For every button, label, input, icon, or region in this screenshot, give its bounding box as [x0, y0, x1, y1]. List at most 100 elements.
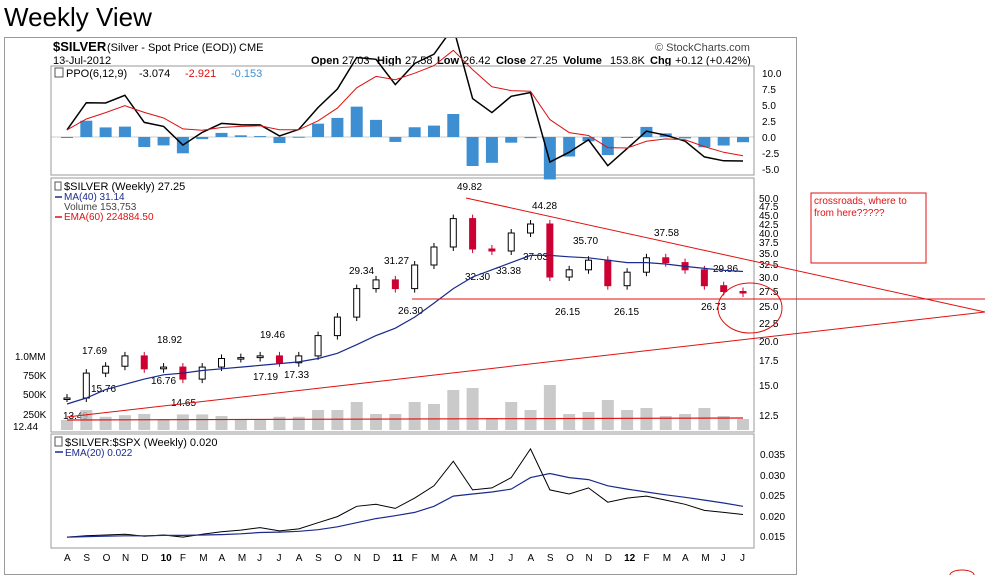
price-legend: $SILVER (Weekly) 27.25 MA(40) 31.14 Volu… [54, 181, 185, 223]
price-tick: 22.5 [759, 319, 779, 330]
x-tick-label: N [585, 553, 592, 564]
volume-bar [99, 416, 112, 430]
volume-bar [61, 420, 73, 430]
ppo-histogram-bar [427, 125, 440, 137]
x-tick-label: S [315, 553, 322, 564]
volume-bar [737, 419, 749, 430]
close-label: Close [496, 55, 526, 67]
price-tick: 25.0 [759, 302, 779, 313]
open-label: Open [311, 55, 339, 67]
volume-tick: 500K [23, 390, 47, 401]
price-marks [61, 214, 749, 430]
ppo-label: PPO(6,12,9) [66, 68, 127, 80]
chg-label: Chg [650, 55, 671, 67]
ppo-y-axis: 10.0 7.5 5.0 2.5 0.0 -2.5 -5.0 [762, 69, 782, 176]
ppo-histogram-bar [234, 135, 247, 137]
candle-body [198, 366, 206, 380]
x-tick-label: N [354, 553, 361, 564]
volume-bar [679, 414, 692, 430]
candle-body [391, 279, 399, 290]
price-label: 44.28 [532, 201, 557, 212]
price-label: 33.38 [496, 266, 521, 277]
volume-bar [466, 388, 479, 430]
x-tick-label: J [489, 553, 494, 564]
open-value: 27.03 [342, 55, 370, 67]
ppo-value-2: -2.921 [185, 68, 216, 80]
candle-body [430, 246, 438, 266]
ratio-tick: 0.015 [760, 532, 785, 543]
volume-tick: 750K [23, 371, 47, 382]
ppo-line [66, 25, 744, 167]
candle-body [469, 218, 477, 250]
price-label: 26.15 [555, 307, 580, 318]
annotation-box [810, 192, 927, 264]
ppo-histogram-bar [350, 106, 363, 137]
ema-volume-line [66, 417, 744, 421]
price-tick: 37.5 [759, 238, 779, 249]
volume-bar [292, 416, 305, 430]
ppo-histogram-bar [157, 137, 170, 146]
ppo-histogram-bar [80, 120, 93, 137]
volume-legend-text: Volume 153,753 [64, 202, 137, 213]
ppo-legend-swatch [54, 67, 64, 78]
volume-bar [582, 412, 595, 430]
candle-body [700, 269, 708, 287]
x-tick-label: M [238, 553, 246, 564]
x-tick-label: J [257, 553, 262, 564]
x-tick-label: M [663, 553, 671, 564]
x-tick-label: S [83, 553, 90, 564]
ppo-histogram-bar [273, 137, 286, 144]
x-tick-label: A [64, 553, 71, 564]
ppo-histogram-bar [254, 136, 267, 138]
ppo-histogram-bar [389, 137, 402, 142]
candle-body [488, 248, 496, 252]
candle-body [160, 366, 168, 370]
ppo-histogram-bar [737, 137, 749, 143]
price-label: 18.92 [157, 335, 182, 346]
ppo-histogram-bar [99, 127, 112, 137]
ppo-histogram-bar [563, 137, 576, 157]
ppo-histogram-bar [524, 137, 537, 139]
ratio-legend-symbol: $SILVER:$SPX (Weekly) 0.020 [65, 437, 217, 449]
price-label: 37.58 [654, 228, 679, 239]
x-tick-label: M [470, 553, 478, 564]
annotation-note-wrapper: crossroads, where to from here????? [814, 196, 907, 219]
ppo-histogram-bar [331, 117, 344, 137]
ema-legend-text: EMA(60) 224884.50 [64, 212, 154, 223]
candle-body [604, 259, 612, 287]
x-tick-label: A [528, 553, 535, 564]
price-label: 12.44 [13, 422, 38, 433]
ppo-panel [50, 65, 755, 176]
volume-bar [524, 410, 537, 430]
price-label: 49.82 [457, 182, 482, 193]
x-tick-label: F [643, 553, 649, 564]
price-label: 17.33 [284, 370, 309, 381]
x-tick-label: O [566, 553, 574, 564]
volume-bar [485, 418, 498, 430]
ppo-value-3: -0.153 [231, 68, 262, 80]
ratio-y-axis: 0.035 0.030 0.025 0.020 0.015 [760, 450, 785, 543]
volume-tick: 250K [23, 410, 47, 421]
x-tick-label: A [219, 553, 226, 564]
candle-body [218, 357, 226, 368]
candle-body [642, 257, 650, 273]
volume-bar [331, 410, 344, 430]
ppo-histogram-bar [138, 137, 151, 148]
ppo-histogram-bar [312, 123, 325, 137]
volume-bar [698, 408, 711, 430]
ppo-histogram-bar [292, 136, 305, 138]
x-axis: A S O N D 10 F M A M J J A S O N D 11 F M A M J J A S O N D 12 F M A M J J [64, 553, 745, 564]
x-tick-label: A [682, 553, 689, 564]
ppo-tick: 0.0 [762, 133, 776, 144]
candle-body [63, 397, 71, 400]
x-tick-label: D [141, 553, 148, 564]
price-label: 26.30 [398, 306, 423, 317]
close-value: 27.25 [530, 55, 558, 67]
ppo-tick: -2.5 [762, 149, 780, 160]
ratio-tick: 0.025 [760, 491, 785, 502]
price-legend-symbol: $SILVER (Weekly) 27.25 [64, 181, 185, 193]
price-tick: 27.5 [759, 287, 779, 298]
candle-body [662, 257, 670, 264]
ppo-signal-line [66, 49, 744, 157]
price-label: 16.76 [151, 376, 176, 387]
